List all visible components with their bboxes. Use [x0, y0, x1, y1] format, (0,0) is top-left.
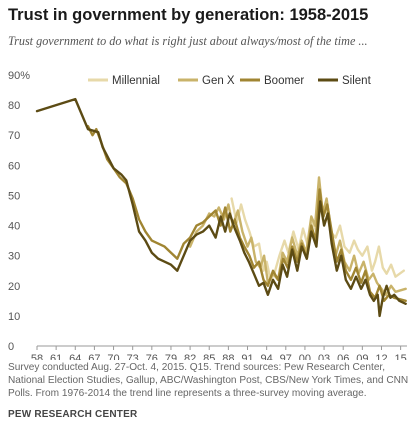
- line-chart: 58 61 64 67 70 73 76 79 82 85 88 91 94 97 00 03 06 09 12 15…: [8, 70, 407, 360]
- x-tick-label: 76: [146, 353, 158, 360]
- legend-label: Millennial: [112, 75, 160, 87]
- y-tick-label: 60: [8, 160, 20, 172]
- x-tick-label: 97: [280, 353, 292, 360]
- y-tick-label: 70: [8, 130, 20, 142]
- x-tick-label: 00: [299, 353, 311, 360]
- series-line-gen-x: [188, 176, 407, 296]
- y-tick-label: 10: [8, 311, 20, 323]
- x-tick-label: 91: [241, 353, 253, 360]
- series-lines: [35, 97, 407, 318]
- series-line-boomer: [86, 125, 407, 302]
- y-tick-label: 0: [8, 341, 14, 353]
- x-tick-label: 88: [222, 353, 234, 360]
- y-tick-label: 40: [8, 221, 20, 233]
- legend-label: Silent: [342, 75, 372, 87]
- x-tick-label: 15: [394, 353, 406, 360]
- y-tick-label: 50: [8, 190, 20, 202]
- x-tick-label: 85: [203, 353, 215, 360]
- y-tick-label: 80: [8, 100, 20, 112]
- chart-title: Trust in government by generation: 1958-…: [8, 6, 369, 24]
- x-tick-label: 58: [31, 353, 43, 360]
- x-tick-label: 94: [261, 353, 273, 360]
- x-axis: 58 61 64 67 70 73 76 79 82 85 88 91 94 97 00 03 06 09 12 15: [31, 345, 407, 360]
- x-tick-label: 12: [375, 353, 387, 360]
- legend: Millennial Gen X Boomer Silent: [88, 75, 372, 87]
- y-tick-label: 20: [8, 281, 20, 293]
- x-tick-label: 64: [69, 353, 81, 360]
- series-line-silent: [35, 97, 407, 318]
- x-tick-label: 82: [184, 353, 196, 360]
- x-tick-label: 61: [50, 353, 62, 360]
- source-label: PEW RESEARCH CENTER: [8, 409, 138, 420]
- x-tick-label: 09: [356, 353, 368, 360]
- y-tick-label: 30: [8, 251, 20, 263]
- x-tick-label: 06: [337, 353, 349, 360]
- x-tick-label: 70: [107, 353, 119, 360]
- y-axis: 0 10 20 30 40 50 60 70 80 90%: [8, 70, 30, 353]
- survey-note: Survey conducted Aug. 27-Oct. 4, 2015. Q…: [8, 362, 409, 400]
- legend-label: Boomer: [264, 75, 304, 87]
- x-tick-label: 67: [88, 353, 100, 360]
- x-tick-label: 73: [127, 353, 139, 360]
- y-tick-label: 90%: [8, 70, 30, 82]
- legend-label: Gen X: [202, 75, 235, 87]
- chart-subtitle: Trust government to do what is right jus…: [8, 34, 368, 48]
- x-tick-label: 03: [318, 353, 330, 360]
- x-tick-label: 79: [165, 353, 177, 360]
